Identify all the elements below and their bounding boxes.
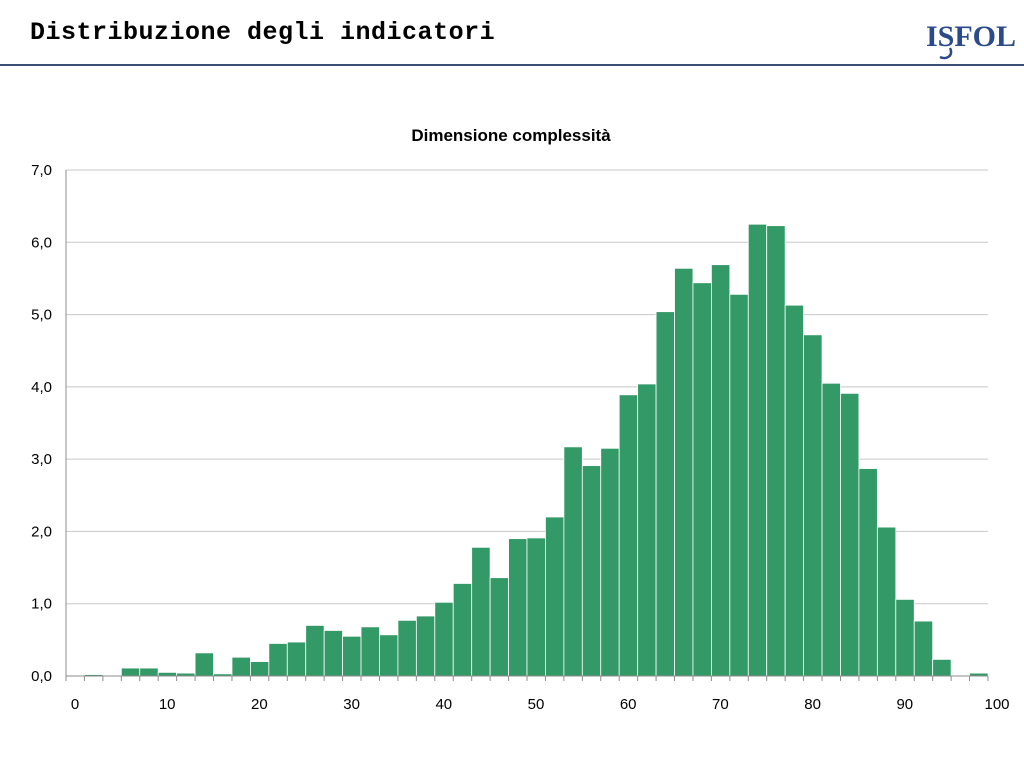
- histogram-bar: [545, 516, 565, 677]
- y-tick-label: 0,0: [31, 668, 52, 685]
- y-tick-labels: 0,0 1,0 2,0 3,0 4,0 5,0 6,0 7,0: [31, 162, 52, 685]
- x-tick-label: 40: [435, 696, 452, 713]
- histogram-bar: [692, 282, 712, 677]
- histogram-bar: [286, 641, 307, 677]
- histogram-bar: [618, 394, 639, 677]
- histogram-bar: [415, 615, 436, 677]
- histogram-bar: [821, 382, 841, 677]
- chart-title: Dimensione complessità: [411, 126, 611, 145]
- histogram-bar: [139, 667, 159, 677]
- histogram-bar: [932, 658, 952, 677]
- histogram-bar: [323, 630, 344, 677]
- histogram-bar: [913, 620, 934, 677]
- histogram-bar: [655, 311, 675, 677]
- histogram-bar: [840, 392, 860, 677]
- histogram-bar: [489, 577, 509, 677]
- y-tick-label: 6,0: [31, 234, 52, 251]
- histogram-bar: [157, 671, 178, 677]
- y-tick-label: 7,0: [31, 162, 52, 179]
- x-tick-label: 20: [251, 696, 268, 713]
- y-tick-label: 2,0: [31, 523, 52, 540]
- slide-title: Distribuzione degli indicatori: [30, 18, 496, 47]
- histogram-bar: [194, 652, 214, 677]
- histogram-bar: [305, 625, 325, 677]
- x-tick-label: 60: [620, 696, 637, 713]
- histogram-bar: [784, 304, 804, 677]
- histogram-bar: [581, 465, 602, 677]
- x-tick-label: 90: [896, 696, 913, 713]
- logo-text: ISFOL: [926, 20, 1016, 53]
- header-rule: [0, 64, 1024, 66]
- histogram-bar: [120, 667, 141, 677]
- y-tick-label: 1,0: [31, 596, 52, 613]
- x-tick-label: 50: [528, 696, 545, 713]
- x-tick-label: 80: [804, 696, 821, 713]
- x-tick-label: 70: [712, 696, 729, 713]
- histogram-bar: [397, 619, 417, 677]
- histogram-bar: [637, 383, 657, 677]
- histogram-bar: [563, 446, 583, 677]
- histogram-bar: [342, 635, 362, 677]
- x-tick-label: 10: [159, 696, 176, 713]
- histogram-bar: [471, 546, 491, 677]
- histogram-bar: [379, 634, 399, 677]
- histogram-bar: [600, 447, 620, 677]
- x-tick-labels: 0 10 20 30 40 50 60 70 80 90 100: [71, 696, 1010, 713]
- histogram-bar: [231, 656, 251, 677]
- isfol-logo: ISFOL: [926, 20, 1016, 60]
- x-tick-label: 100: [984, 696, 1009, 713]
- histogram-bar: [360, 626, 380, 677]
- histogram-bar: [747, 223, 768, 677]
- histogram-bars: [84, 223, 989, 677]
- histogram-bar: [268, 643, 288, 677]
- histogram-bar: [729, 293, 749, 677]
- x-tick-label: 0: [71, 696, 79, 713]
- y-tick-label: 5,0: [31, 307, 52, 324]
- histogram-bar: [508, 538, 528, 677]
- histogram-bar: [858, 468, 878, 677]
- chart-axes: [65, 170, 989, 681]
- histogram-bar: [526, 537, 546, 677]
- y-tick-label: 4,0: [31, 379, 52, 396]
- histogram-bar: [766, 225, 786, 677]
- histogram-bar: [452, 583, 473, 677]
- histogram-bar: [434, 601, 454, 677]
- histogram-bar: [876, 526, 897, 677]
- x-tick-label: 30: [343, 696, 360, 713]
- histogram-bar: [895, 598, 915, 677]
- histogram-bar: [803, 334, 823, 677]
- histogram-bar: [249, 661, 270, 677]
- histogram-bar: [674, 267, 694, 677]
- histogram-bar: [711, 264, 731, 677]
- y-tick-label: 3,0: [31, 451, 52, 468]
